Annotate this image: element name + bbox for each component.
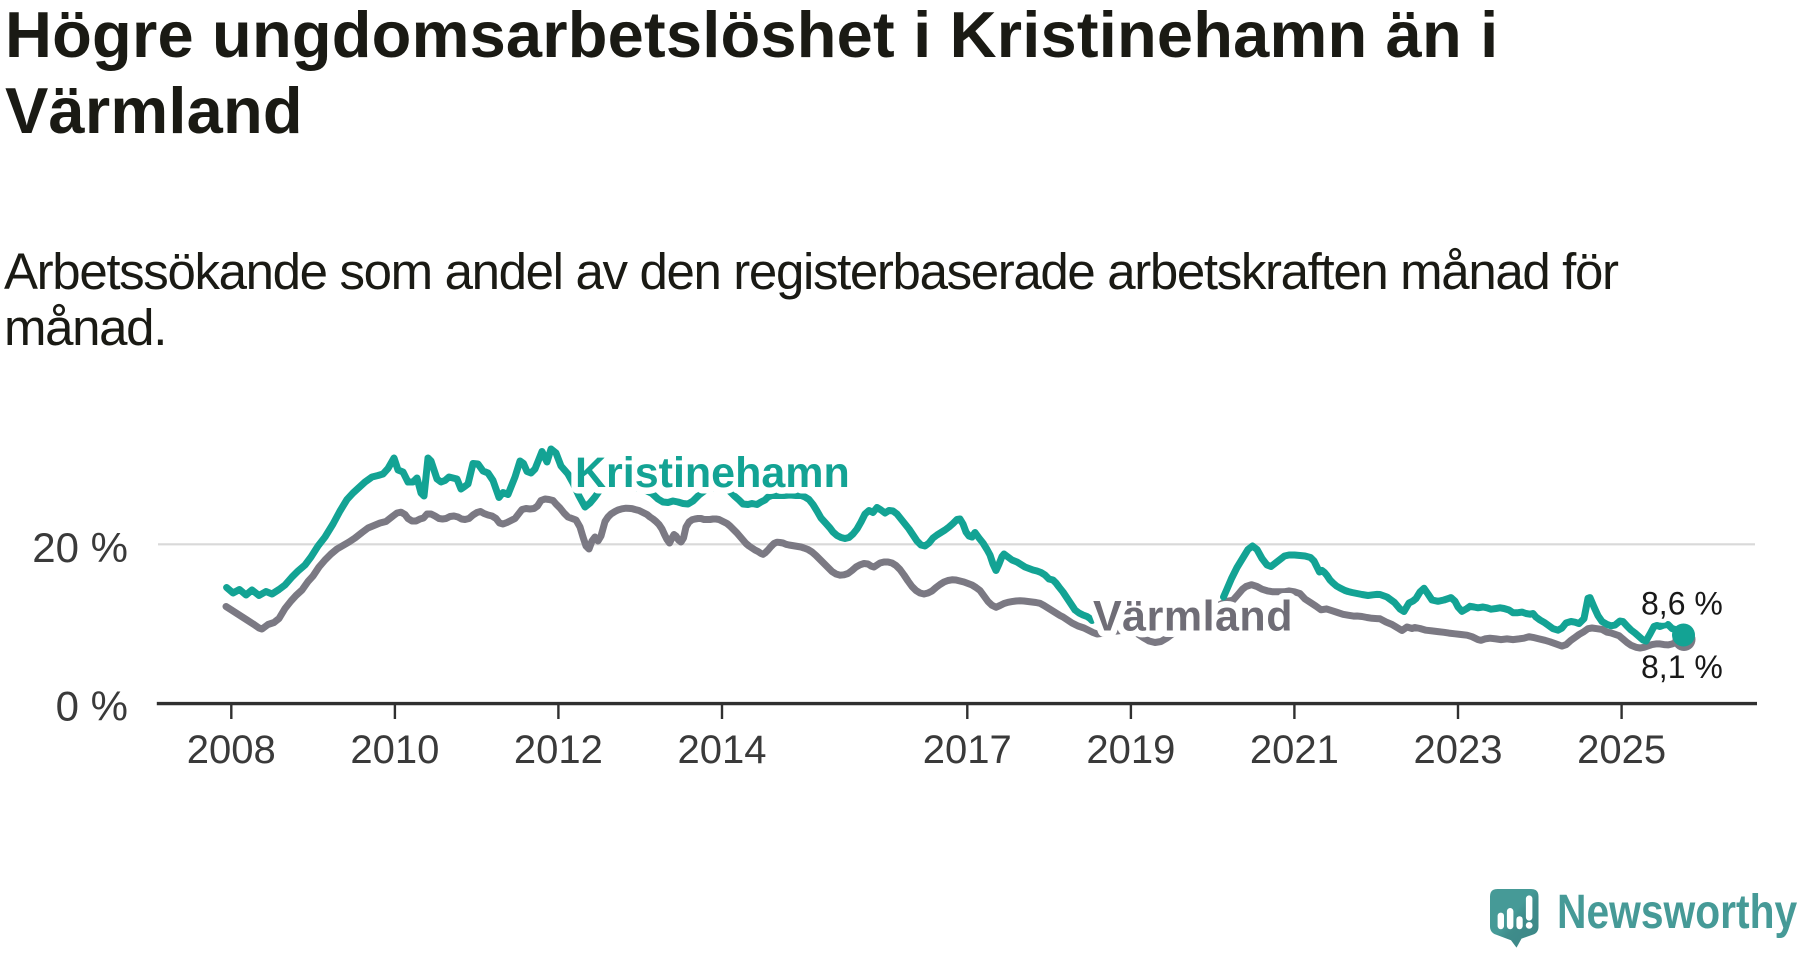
svg-text:Kristinehamn: Kristinehamn: [575, 449, 850, 497]
svg-text:2010: 2010: [350, 728, 439, 772]
svg-text:2023: 2023: [1414, 728, 1503, 772]
svg-text:2014: 2014: [678, 728, 767, 772]
svg-text:Newsworthy: Newsworthy: [1557, 886, 1797, 939]
svg-text:2025: 2025: [1577, 728, 1666, 772]
svg-text:2017: 2017: [923, 728, 1012, 772]
svg-text:2012: 2012: [514, 728, 603, 772]
svg-text:2019: 2019: [1086, 728, 1175, 772]
svg-text:8,1 %: 8,1 %: [1641, 649, 1723, 685]
svg-text:20 %: 20 %: [32, 524, 128, 571]
svg-text:0 %: 0 %: [56, 683, 128, 730]
svg-text:Värmland: Värmland: [1093, 593, 1293, 641]
svg-text:2021: 2021: [1250, 728, 1339, 772]
svg-text:8,6 %: 8,6 %: [1641, 586, 1723, 622]
svg-text:2008: 2008: [187, 728, 276, 772]
